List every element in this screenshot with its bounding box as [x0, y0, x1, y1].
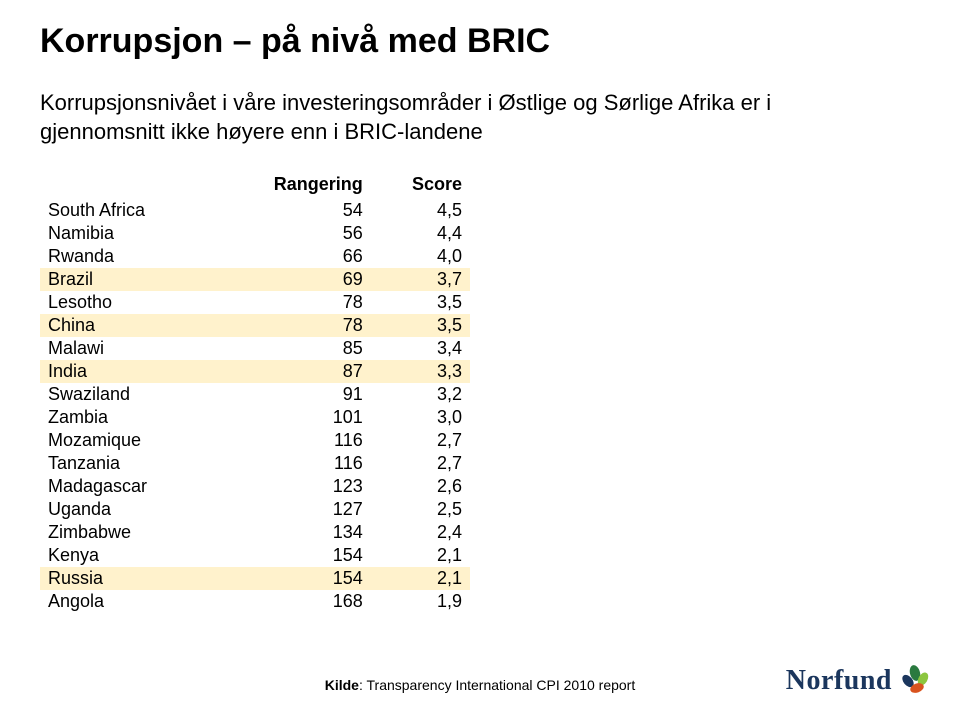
- cell-score: 4,0: [371, 245, 470, 268]
- ranking-table: Rangering Score South Africa544,5Namibia…: [40, 172, 470, 613]
- cell-country: Mozamique: [40, 429, 213, 452]
- cell-rank: 66: [213, 245, 371, 268]
- cell-country: Kenya: [40, 544, 213, 567]
- cell-country: Russia: [40, 567, 213, 590]
- table-row: Malawi853,4: [40, 337, 470, 360]
- table-row: Zambia1013,0: [40, 406, 470, 429]
- cell-score: 2,5: [371, 498, 470, 521]
- cell-score: 2,4: [371, 521, 470, 544]
- table-row: Zimbabwe1342,4: [40, 521, 470, 544]
- table-row: Swaziland913,2: [40, 383, 470, 406]
- logo-text: Norfund: [786, 665, 892, 697]
- ranking-table-container: Rangering Score South Africa544,5Namibia…: [40, 172, 470, 613]
- table-row: Namibia564,4: [40, 222, 470, 245]
- cell-score: 2,6: [371, 475, 470, 498]
- cell-score: 2,1: [371, 544, 470, 567]
- table-row: South Africa544,5: [40, 199, 470, 222]
- cell-country: Madagascar: [40, 475, 213, 498]
- page-subtitle: Korrupsjonsnivået i våre investeringsomr…: [40, 89, 800, 146]
- cell-rank: 154: [213, 567, 371, 590]
- table-row: Angola1681,9: [40, 590, 470, 613]
- cell-rank: 101: [213, 406, 371, 429]
- cell-rank: 127: [213, 498, 371, 521]
- cell-country: South Africa: [40, 199, 213, 222]
- logo-mark-icon: [898, 663, 932, 697]
- cell-rank: 56: [213, 222, 371, 245]
- cell-country: China: [40, 314, 213, 337]
- table-row: Tanzania1162,7: [40, 452, 470, 475]
- table-header-row: Rangering Score: [40, 172, 470, 199]
- cell-country: Angola: [40, 590, 213, 613]
- table-row: Rwanda664,0: [40, 245, 470, 268]
- cell-rank: 78: [213, 291, 371, 314]
- cell-country: Zimbabwe: [40, 521, 213, 544]
- page-title: Korrupsjon – på nivå med BRIC: [40, 22, 920, 61]
- table-row: Lesotho783,5: [40, 291, 470, 314]
- cell-rank: 69: [213, 268, 371, 291]
- cell-country: Uganda: [40, 498, 213, 521]
- cell-rank: 134: [213, 521, 371, 544]
- cell-country: Malawi: [40, 337, 213, 360]
- cell-country: Brazil: [40, 268, 213, 291]
- header-score: Score: [371, 172, 470, 199]
- cell-rank: 168: [213, 590, 371, 613]
- table-row: India873,3: [40, 360, 470, 383]
- cell-score: 3,0: [371, 406, 470, 429]
- table-row: China783,5: [40, 314, 470, 337]
- table-row: Mozamique1162,7: [40, 429, 470, 452]
- cell-rank: 116: [213, 429, 371, 452]
- table-row: Kenya1542,1: [40, 544, 470, 567]
- cell-country: Rwanda: [40, 245, 213, 268]
- cell-country: Namibia: [40, 222, 213, 245]
- cell-score: 1,9: [371, 590, 470, 613]
- cell-rank: 154: [213, 544, 371, 567]
- cell-score: 2,1: [371, 567, 470, 590]
- cell-score: 3,2: [371, 383, 470, 406]
- cell-score: 3,5: [371, 291, 470, 314]
- cell-score: 4,4: [371, 222, 470, 245]
- cell-score: 3,3: [371, 360, 470, 383]
- cell-score: 4,5: [371, 199, 470, 222]
- source-text: : Transparency International CPI 2010 re…: [359, 677, 635, 693]
- cell-country: Swaziland: [40, 383, 213, 406]
- cell-rank: 116: [213, 452, 371, 475]
- cell-country: Lesotho: [40, 291, 213, 314]
- cell-rank: 54: [213, 199, 371, 222]
- cell-score: 2,7: [371, 429, 470, 452]
- header-country: [40, 172, 213, 199]
- cell-rank: 123: [213, 475, 371, 498]
- source-label: Kilde: [325, 677, 359, 693]
- table-row: Brazil693,7: [40, 268, 470, 291]
- cell-country: Tanzania: [40, 452, 213, 475]
- cell-rank: 85: [213, 337, 371, 360]
- cell-score: 3,5: [371, 314, 470, 337]
- norfund-logo: Norfund: [786, 663, 932, 697]
- header-rank: Rangering: [213, 172, 371, 199]
- table-row: Madagascar1232,6: [40, 475, 470, 498]
- cell-country: India: [40, 360, 213, 383]
- table-row: Russia1542,1: [40, 567, 470, 590]
- table-row: Uganda1272,5: [40, 498, 470, 521]
- cell-rank: 87: [213, 360, 371, 383]
- cell-country: Zambia: [40, 406, 213, 429]
- cell-score: 3,4: [371, 337, 470, 360]
- cell-score: 2,7: [371, 452, 470, 475]
- cell-score: 3,7: [371, 268, 470, 291]
- cell-rank: 91: [213, 383, 371, 406]
- cell-rank: 78: [213, 314, 371, 337]
